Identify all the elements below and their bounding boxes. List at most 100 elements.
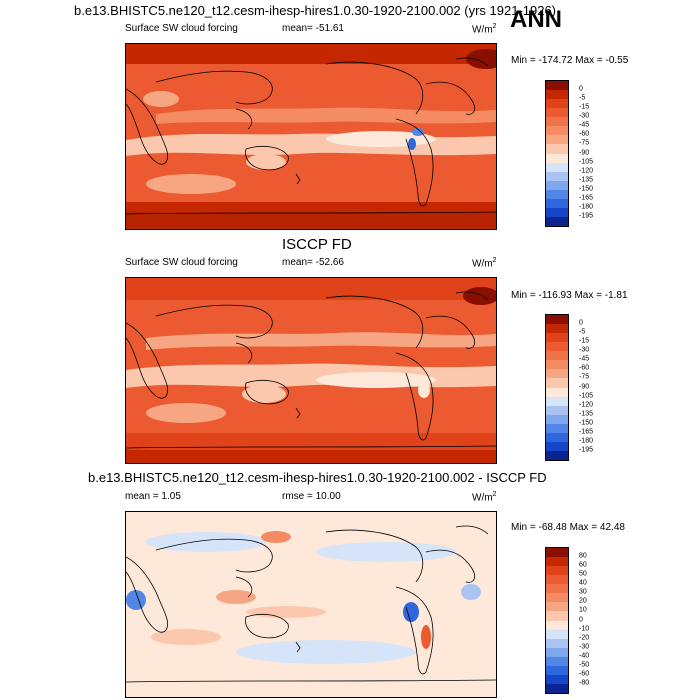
colorbar-segment bbox=[546, 629, 568, 639]
colorbar-tick-label: -60 bbox=[579, 364, 590, 372]
panel2-coastlines bbox=[126, 291, 496, 449]
panel3-blue-npac bbox=[316, 542, 456, 562]
colorbar-segment bbox=[546, 414, 568, 424]
colorbar-segment bbox=[546, 396, 568, 406]
panel3-coastlines bbox=[126, 525, 496, 683]
colorbar-segment bbox=[546, 117, 568, 127]
panel3-colorbar: 80 60 50 40 30 20 10 0 -10 -20 -30 -40 -50 -60 -80 bbox=[545, 547, 605, 697]
colorbar-tick-label: 50 bbox=[579, 570, 587, 578]
panel3-blue-africa bbox=[126, 590, 146, 610]
panel1-variable: Surface SW cloud forcing bbox=[125, 23, 238, 34]
colorbar-tick-label: -15 bbox=[579, 103, 590, 111]
colorbar-tick-label: -180 bbox=[579, 203, 594, 211]
colorbar-segment bbox=[546, 198, 568, 208]
colorbar-segment bbox=[546, 584, 568, 594]
colorbar-tick-label: 30 bbox=[579, 588, 587, 596]
colorbar-tick-label: -165 bbox=[579, 428, 594, 436]
panel2-map bbox=[125, 277, 497, 464]
panel3-rmse: rmse = 10.00 bbox=[282, 491, 341, 502]
colorbar-segment bbox=[546, 360, 568, 370]
colorbar-tick-label: -80 bbox=[579, 679, 590, 687]
colorbar-tick-label: 0 bbox=[579, 319, 583, 327]
panel3-header: b.e13.BHISTC5.ne120_t12.cesm-ihesp-hires… bbox=[88, 470, 547, 485]
panel3-blue-south bbox=[236, 640, 416, 664]
colorbar-tick-label: -75 bbox=[579, 373, 590, 381]
colorbar-tick-label: -105 bbox=[579, 158, 594, 166]
panel3-map bbox=[125, 511, 497, 698]
colorbar-tick-label: -30 bbox=[579, 346, 590, 354]
panel1-indian-cell bbox=[146, 174, 236, 194]
colorbar-tick-label: -5 bbox=[579, 94, 586, 102]
panel1-minmax: Min = -174.72 Max = -0.55 bbox=[511, 55, 629, 66]
panel1-africa-cell bbox=[143, 91, 179, 107]
colorbar-segment bbox=[546, 548, 568, 558]
colorbar-tick-label: 0 bbox=[579, 616, 583, 623]
panel2-colorbar-box bbox=[545, 314, 569, 461]
colorbar-segment bbox=[546, 180, 568, 190]
panel2-tropical-band bbox=[126, 363, 496, 388]
panel2-indian-cell bbox=[146, 403, 226, 423]
colorbar-tick-label: -30 bbox=[579, 112, 590, 120]
colorbar-tick-label: -120 bbox=[579, 167, 594, 175]
panel2-australia-cell bbox=[242, 385, 286, 403]
panel2-units: W/m2 bbox=[472, 257, 497, 270]
panel1-colorbar-box bbox=[545, 80, 569, 227]
panel2-variable: Surface SW cloud forcing bbox=[125, 257, 238, 268]
colorbar-segment bbox=[546, 441, 568, 451]
colorbar-segment bbox=[546, 153, 568, 163]
figure-title: b.e13.BHISTC5.ne120_t12.cesm-ihesp-hires… bbox=[74, 3, 557, 18]
colorbar-segment bbox=[546, 189, 568, 199]
panel1-band-north bbox=[126, 44, 496, 64]
colorbar-tick-label: -195 bbox=[579, 212, 594, 220]
colorbar-segment bbox=[546, 342, 568, 352]
panel1-australia-cell bbox=[246, 154, 286, 170]
colorbar-segment bbox=[546, 665, 568, 675]
panel2-minmax: Min = -116.93 Max = -1.81 bbox=[511, 290, 628, 301]
panel2-header: ISCCP FD bbox=[282, 236, 352, 253]
colorbar-segment bbox=[546, 369, 568, 379]
colorbar-tick-label: -75 bbox=[579, 139, 590, 147]
colorbar-segment bbox=[546, 674, 568, 684]
colorbar-tick-label: -165 bbox=[579, 194, 594, 202]
panel2-sa-clear bbox=[418, 382, 430, 398]
colorbar-segment bbox=[546, 593, 568, 603]
colorbar-segment bbox=[546, 566, 568, 576]
colorbar-segment bbox=[546, 405, 568, 415]
panel2-arctic-cell bbox=[463, 287, 496, 305]
colorbar-segment bbox=[546, 90, 568, 100]
panel3-red-maritime bbox=[216, 590, 256, 604]
colorbar-segment bbox=[546, 575, 568, 585]
colorbar-tick-label: 0 bbox=[579, 85, 583, 93]
panel3-map-svg bbox=[126, 512, 496, 697]
panel1-arctic-cell bbox=[466, 49, 496, 69]
colorbar-segment bbox=[546, 99, 568, 109]
colorbar-segment bbox=[546, 333, 568, 343]
colorbar-tick-label: 40 bbox=[579, 579, 587, 587]
colorbar-segment bbox=[546, 602, 568, 612]
colorbar-tick-label: -60 bbox=[579, 670, 590, 678]
colorbar-tick-label: 20 bbox=[579, 597, 587, 605]
colorbar-tick-label: -105 bbox=[579, 392, 594, 400]
colorbar-tick-label: -10 bbox=[579, 625, 590, 633]
colorbar-tick-label: -150 bbox=[579, 419, 594, 427]
panel2-band-antarctic bbox=[126, 450, 496, 463]
colorbar-segment bbox=[546, 611, 568, 621]
panel1-colorbar: 0 -5 -15 -30 -45 -60 -75 -90 -105 -120 -135 -150 -16… bbox=[545, 80, 605, 230]
colorbar-segment bbox=[546, 135, 568, 145]
colorbar-segment bbox=[546, 387, 568, 397]
colorbar-tick-label: -20 bbox=[579, 634, 590, 642]
colorbar-segment bbox=[546, 315, 568, 325]
colorbar-tick-label: 60 bbox=[579, 561, 587, 569]
colorbar-segment bbox=[546, 432, 568, 442]
panel3-blue-peru bbox=[403, 602, 419, 622]
colorbar-tick-label: -45 bbox=[579, 355, 590, 363]
colorbar-segment bbox=[546, 423, 568, 433]
colorbar-segment bbox=[546, 144, 568, 154]
panel2-subtropical-band bbox=[146, 332, 496, 350]
colorbar-tick-label: 10 bbox=[579, 606, 587, 614]
colorbar-segment bbox=[546, 81, 568, 91]
colorbar-tick-label: -50 bbox=[579, 661, 590, 669]
colorbar-tick-label: -150 bbox=[579, 185, 594, 193]
panel1-subtropical-band bbox=[156, 107, 496, 124]
colorbar-tick-label: -5 bbox=[579, 328, 586, 336]
